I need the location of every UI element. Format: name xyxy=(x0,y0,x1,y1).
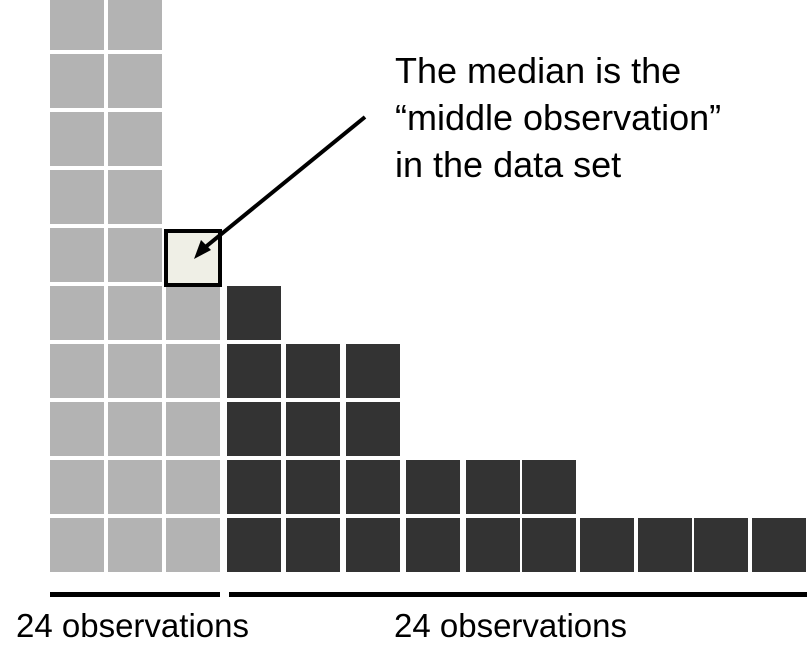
lower-half-observation xyxy=(108,54,162,108)
lower-half-observation xyxy=(166,286,220,340)
upper-half-observation xyxy=(638,518,692,572)
observation-cells xyxy=(50,0,806,572)
median-observation-cell xyxy=(164,229,222,287)
lower-half-observation xyxy=(166,344,220,398)
upper-half-observation xyxy=(346,518,400,572)
upper-half-observation xyxy=(522,460,576,514)
upper-half-observation xyxy=(346,460,400,514)
lower-half-observation xyxy=(108,518,162,572)
lower-half-observation xyxy=(108,344,162,398)
upper-half-observation xyxy=(227,402,281,456)
upper-half-observation xyxy=(227,286,281,340)
lower-half-observation xyxy=(108,460,162,514)
left-group-bracket xyxy=(50,592,220,597)
annotation-line-3: in the data set xyxy=(395,143,622,185)
upper-half-observation xyxy=(286,518,340,572)
lower-half-observation xyxy=(50,54,104,108)
lower-half-observation xyxy=(50,402,104,456)
lower-half-observation xyxy=(166,518,220,572)
left-group-label: 24 observations xyxy=(16,607,249,644)
lower-half-observation xyxy=(108,402,162,456)
lower-half-observation xyxy=(108,170,162,224)
upper-half-observation xyxy=(466,518,520,572)
upper-half-observation xyxy=(227,460,281,514)
lower-half-observation xyxy=(166,460,220,514)
annotation-arrow-shaft xyxy=(201,115,367,251)
upper-half-observation xyxy=(406,518,460,572)
upper-half-observation xyxy=(286,344,340,398)
annotation-line-1: The median is the xyxy=(395,50,682,91)
upper-half-observation xyxy=(580,518,634,572)
lower-half-observation xyxy=(50,112,104,166)
lower-half-observation xyxy=(108,228,162,282)
right-group-bracket xyxy=(229,592,807,597)
annotation-arrow-head xyxy=(194,240,211,259)
upper-half-observation xyxy=(346,344,400,398)
lower-half-observation xyxy=(50,518,104,572)
lower-half-observation xyxy=(50,0,104,50)
upper-half-observation xyxy=(346,402,400,456)
upper-half-observation xyxy=(227,518,281,572)
upper-half-observation xyxy=(406,460,460,514)
lower-half-observation xyxy=(108,286,162,340)
upper-half-observation xyxy=(227,344,281,398)
lower-half-observation xyxy=(50,286,104,340)
lower-half-observation xyxy=(50,170,104,224)
lower-half-observation xyxy=(50,344,104,398)
lower-half-observation xyxy=(50,460,104,514)
lower-half-observation xyxy=(166,402,220,456)
upper-half-observation xyxy=(286,402,340,456)
median-annotation: The median is the “middle observation” i… xyxy=(395,48,721,188)
upper-half-observation xyxy=(752,518,806,572)
annotation-line-2: “middle observation” xyxy=(395,96,722,138)
upper-half-observation xyxy=(694,518,748,572)
upper-half-observation xyxy=(522,518,576,572)
upper-half-observation xyxy=(466,460,520,514)
upper-half-observation xyxy=(286,460,340,514)
lower-half-observation xyxy=(108,0,162,50)
lower-half-observation xyxy=(50,228,104,282)
right-group-label: 24 observations xyxy=(394,607,627,644)
lower-half-observation xyxy=(108,112,162,166)
